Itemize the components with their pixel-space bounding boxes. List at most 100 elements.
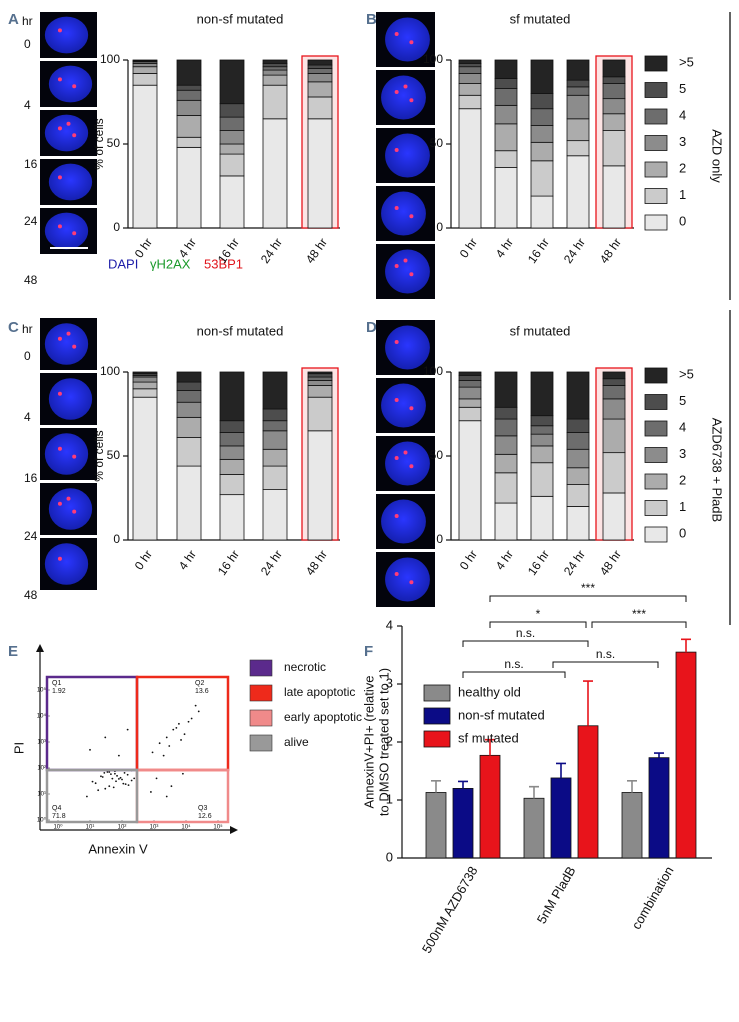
nucleus: [385, 133, 430, 178]
focus: [394, 148, 399, 152]
legend-label: alive: [284, 735, 309, 749]
legend-swatch: [249, 734, 273, 752]
x-tick-label: 10⁴: [181, 824, 191, 831]
bar: [621, 792, 643, 859]
x-tick-label: 24 hr: [561, 548, 588, 578]
focus: [66, 121, 71, 126]
focus: [72, 231, 77, 236]
x-tick-label: 5nM PladB: [534, 864, 579, 927]
event-dot: [180, 739, 182, 741]
x-tick-label: 16 hr: [525, 236, 552, 266]
focus: [57, 391, 62, 396]
bar-segment: [132, 396, 158, 541]
bar-segment: [262, 465, 288, 490]
focus: [72, 344, 77, 349]
x-tick-label: 4 hr: [493, 548, 516, 573]
significance-bracket: [552, 661, 659, 668]
bar-segment: [458, 371, 482, 376]
bar-segment: [530, 125, 554, 143]
bar-segment: [494, 435, 518, 455]
error-bar: [627, 780, 637, 793]
x-tick-label: combination: [629, 864, 677, 932]
event-dot: [108, 771, 111, 773]
legend-swatch: [644, 420, 668, 437]
legend-swatch: [644, 473, 668, 490]
bar-segment: [566, 371, 590, 420]
bar-segment: [602, 378, 626, 386]
bar-segment: [219, 103, 245, 118]
x-tick-label: 16 hr: [525, 548, 552, 578]
focus: [72, 133, 77, 138]
event-dot: [97, 789, 100, 792]
bar-segment: [566, 467, 590, 485]
nucleus: [48, 163, 93, 201]
x-tick-label: 0 hr: [457, 548, 480, 573]
bar-segment: [219, 432, 245, 447]
bar-segment: [176, 136, 202, 148]
bar-segment: [176, 416, 202, 438]
legend-label: healthy old: [458, 684, 521, 699]
gate-percent: 13.6: [195, 688, 209, 695]
bar-segment: [176, 59, 202, 86]
legend-swatch: [423, 730, 451, 748]
nucleus: [44, 16, 89, 54]
nucleus: [381, 383, 426, 428]
bar-segment: [530, 433, 554, 447]
bar-segment: [458, 420, 482, 541]
event-dot: [111, 777, 114, 780]
y-tick-label: 50: [107, 448, 121, 462]
bar-segment: [602, 59, 626, 78]
stain-label: γH2AX: [150, 256, 191, 271]
bar-segment: [262, 489, 288, 541]
y-tick-label: 10⁵: [37, 687, 47, 694]
legend-swatch: [644, 135, 668, 151]
bar: [675, 651, 697, 859]
nucleus: [385, 557, 430, 602]
bar-segment: [307, 430, 333, 541]
legend-swatch: [644, 394, 668, 410]
focus: [394, 32, 399, 36]
y-tick-label: 50: [430, 448, 444, 462]
bar-segment: [530, 195, 554, 229]
x-tick-label: 0 hr: [457, 236, 480, 261]
bar-segment: [219, 59, 245, 105]
bar-segment: [132, 388, 158, 398]
y-tick-label: 0: [436, 220, 443, 234]
bar-segment: [602, 113, 626, 131]
legend-swatch: [644, 500, 668, 516]
bar-segment: [530, 495, 554, 541]
bar-segment: [262, 430, 288, 450]
bar-segment: [176, 146, 202, 229]
legend-label: 3: [679, 446, 686, 461]
x-tick-label: 10³: [150, 825, 159, 831]
event-dot: [127, 784, 130, 786]
bar-segment: [307, 68, 333, 74]
bar-segment: [307, 96, 333, 120]
focus: [394, 90, 399, 94]
bar-segment: [262, 118, 288, 229]
bar-segment: [602, 83, 626, 100]
event-dot: [190, 717, 193, 720]
x-tick-label: 16 hr: [215, 548, 242, 578]
nucleus: [48, 488, 93, 530]
bar-segment: [132, 73, 158, 86]
bar-segment: [176, 89, 202, 101]
event-dot: [122, 782, 125, 785]
focus: [409, 464, 414, 469]
bar: [425, 792, 447, 859]
x-tick-label: 48 hr: [303, 236, 330, 266]
y-tick-label: 10³: [37, 740, 46, 746]
bar-segment: [132, 84, 158, 229]
bar-segment: [566, 418, 590, 433]
event-dot: [175, 726, 178, 729]
focus: [394, 398, 399, 402]
focus: [57, 28, 62, 33]
legend-swatch: [644, 188, 668, 204]
bar-segment: [494, 59, 518, 79]
legend-swatch: [644, 161, 668, 178]
bar-segment: [602, 371, 626, 380]
legend-label: 4: [679, 107, 686, 122]
focus: [57, 175, 62, 180]
error-bar: [485, 738, 495, 756]
legend-label: 2: [679, 472, 686, 487]
